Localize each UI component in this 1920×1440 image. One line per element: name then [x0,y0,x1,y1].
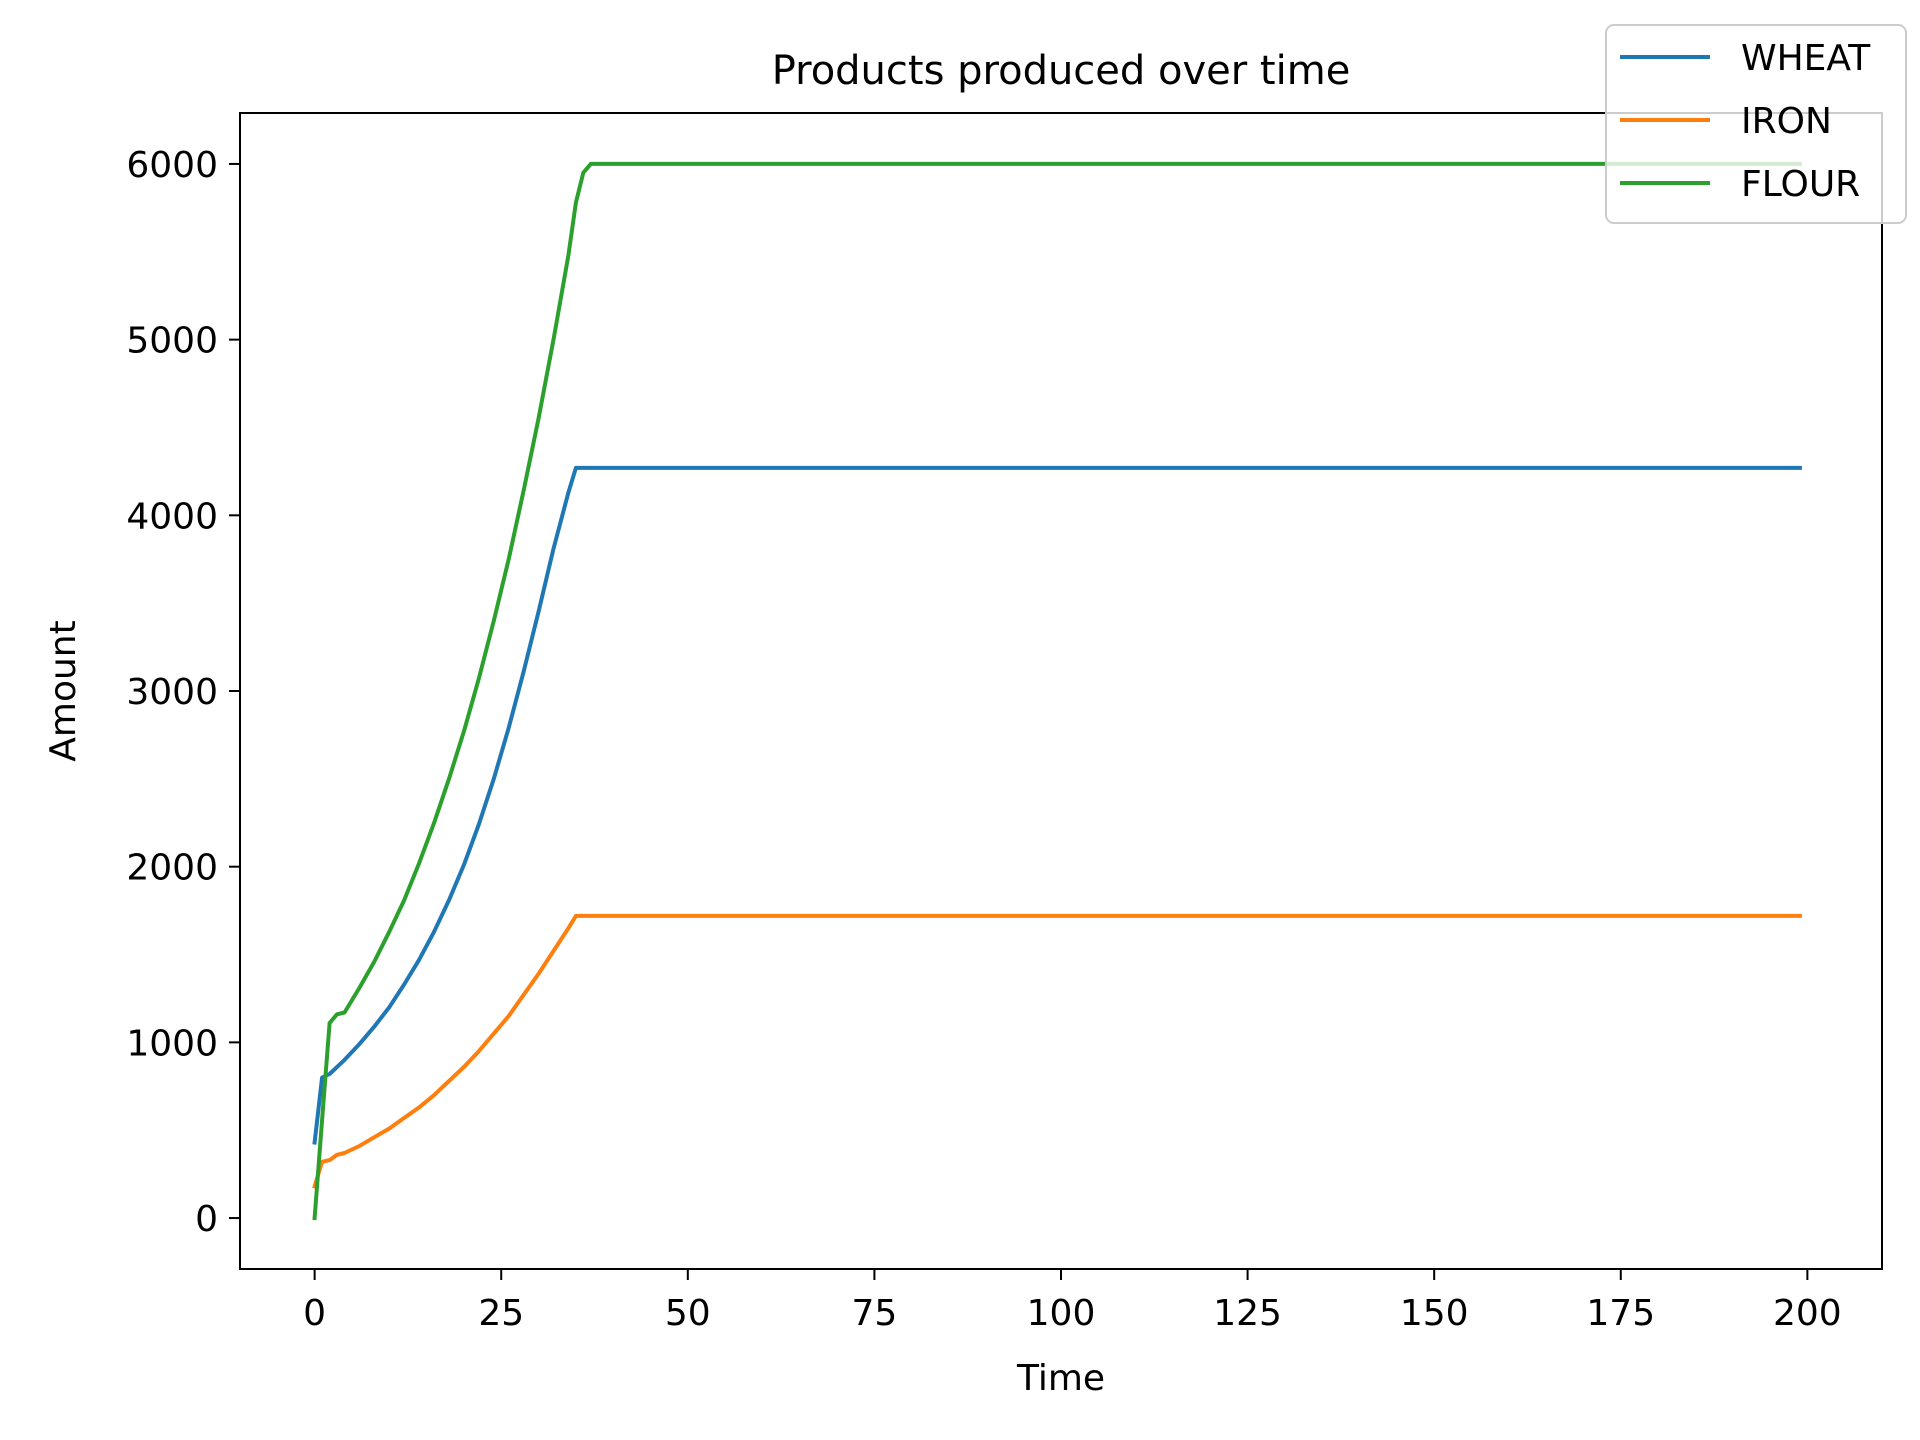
y-tick-label: 0 [195,1199,218,1240]
legend-box [1605,24,1907,224]
chart-title: Products produced over time [772,48,1351,94]
plot-lines [312,161,1802,1221]
x-tick-label: 150 [1400,1293,1469,1334]
y-tick-label: 5000 [126,321,218,362]
x-axis: 0 25 50 75 100 125 150 175 200 [303,1269,1842,1334]
x-axis-label: Time [1016,1358,1105,1399]
x-tick-label: 100 [1027,1293,1096,1334]
x-tick-label: 125 [1213,1293,1282,1334]
x-tick-label: 0 [303,1293,326,1334]
y-tick-label: 6000 [126,145,218,186]
y-axis-label: Amount [43,620,84,761]
x-tick-label: 25 [478,1293,524,1334]
legend-label-wheat: WHEAT [1741,38,1871,79]
x-tick-label: 200 [1773,1293,1842,1334]
series-line-wheat [312,465,1802,1145]
legend: WHEAT IRON FLOUR [1605,24,1907,224]
y-tick-label: 2000 [126,848,218,889]
y-tick-label: 3000 [126,672,218,713]
series-line-iron [312,913,1802,1189]
y-tick-label: 4000 [126,496,218,537]
series-line-flour [312,161,1802,1221]
y-tick-label: 1000 [126,1023,218,1064]
x-tick-label: 50 [665,1293,711,1334]
legend-label-iron: IRON [1741,101,1832,142]
x-tick-label: 175 [1586,1293,1655,1334]
legend-label-flour: FLOUR [1741,164,1860,205]
y-axis: 0 1000 2000 3000 4000 5000 6000 [126,145,240,1240]
x-tick-label: 75 [852,1293,898,1334]
